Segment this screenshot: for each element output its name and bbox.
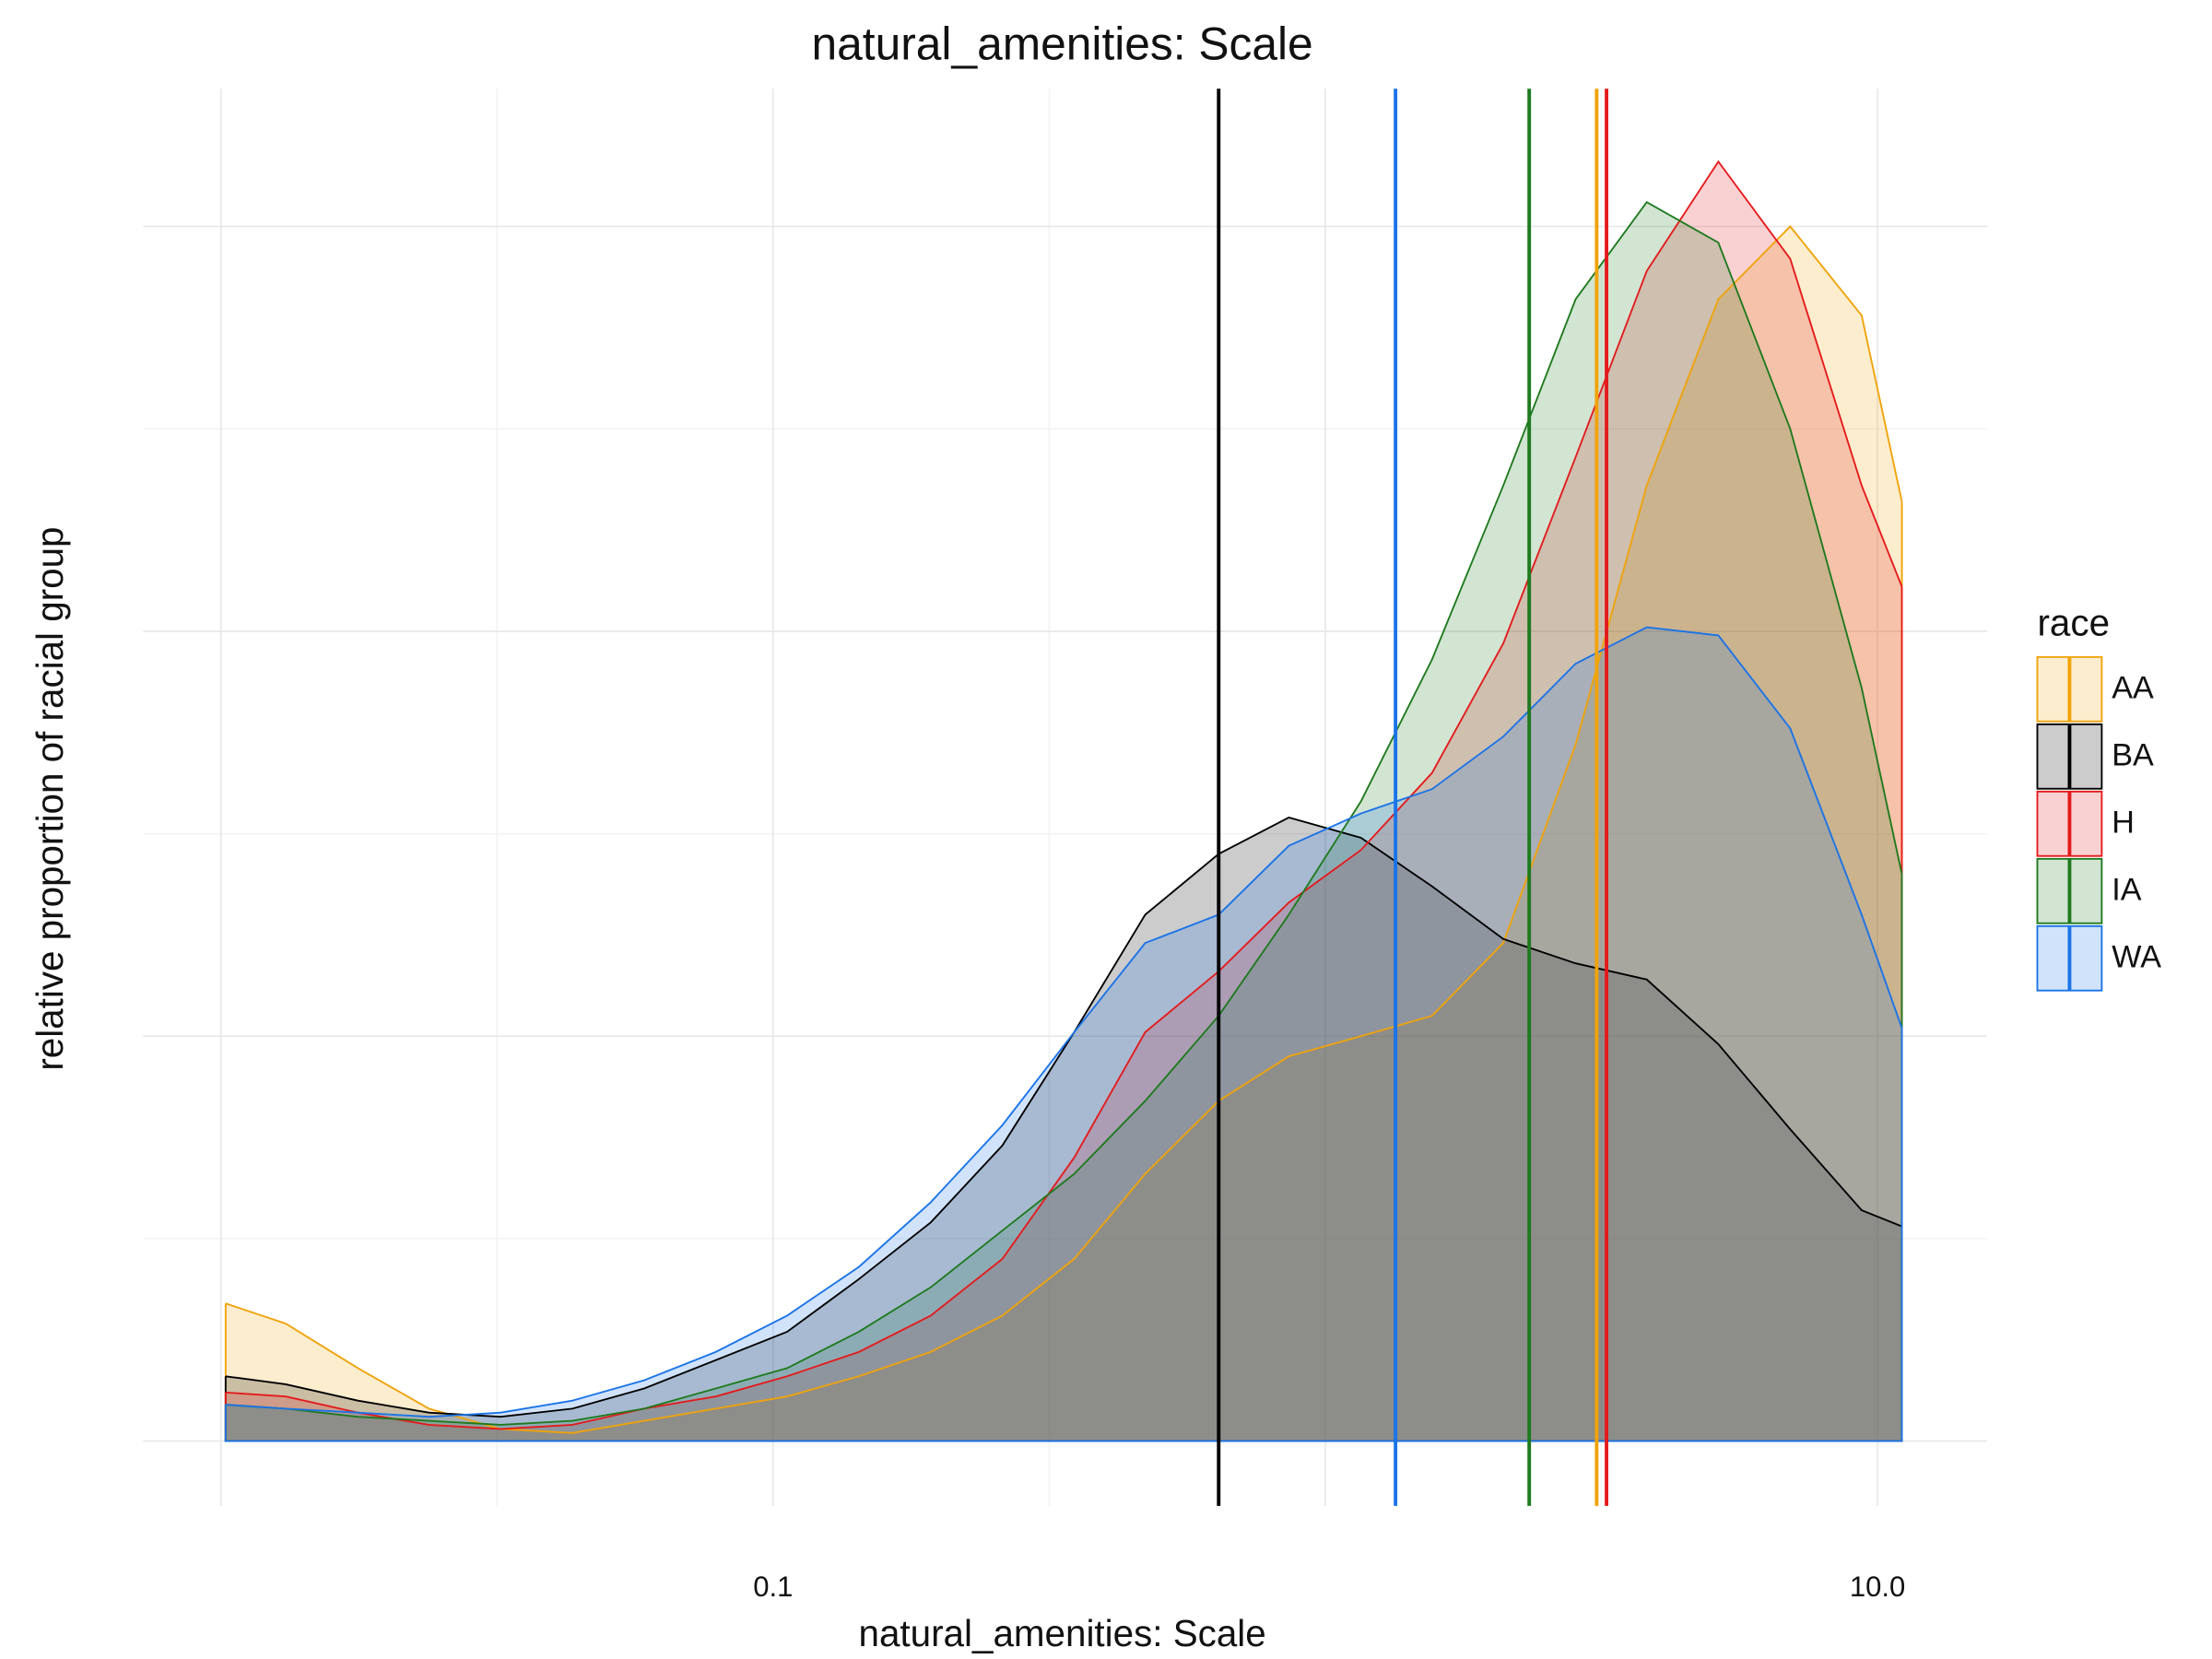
density-fill: [225, 226, 1902, 1441]
legend-label: IA: [2112, 873, 2141, 908]
chart-title: natural_amenities: Scale: [812, 18, 1313, 69]
density-line: [225, 159, 1903, 1430]
legend-label: WA: [2112, 940, 2161, 975]
legend-label: AA: [2112, 671, 2154, 706]
density-fill: [225, 202, 1902, 1441]
x-axis-label: natural_amenities: Scale: [859, 1612, 1266, 1654]
density-line: [225, 201, 1903, 1426]
legend-label: BA: [2112, 738, 2154, 773]
legend-label: H: [2112, 806, 2135, 841]
x-tick-label: 10.0: [1850, 1571, 1905, 1603]
legend-title: race: [2037, 601, 2110, 643]
density-fill: [225, 817, 1902, 1441]
density-edge: [224, 1028, 1903, 1442]
density-line: [225, 626, 1903, 1418]
density-fill: [225, 627, 1902, 1441]
y-axis-label: relative proportion of racial group: [29, 527, 71, 1071]
density-fill: [225, 161, 1902, 1441]
x-tick-label: 0.1: [753, 1571, 793, 1603]
